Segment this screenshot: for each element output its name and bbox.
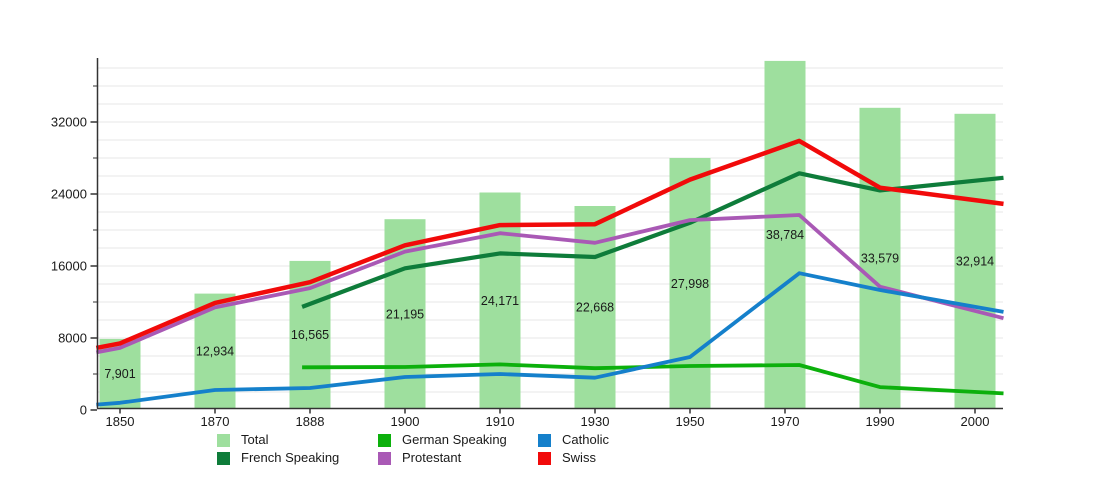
x-tick-label: 1870 [201, 414, 230, 429]
bar-value-label: 33,579 [861, 252, 899, 266]
x-tick-label: 2000 [961, 414, 990, 429]
bar-value-label: 27,998 [671, 277, 709, 291]
x-tick-label: 1950 [676, 414, 705, 429]
bar-1970 [764, 60, 806, 409]
x-tick-label: 1970 [771, 414, 800, 429]
bar-value-label: 38,784 [766, 228, 804, 242]
x-tick-label: 1910 [486, 414, 515, 429]
line-protestant [95, 213, 1004, 355]
axes: 0 8000 16000 24000 32000 1850 1870 1888 1900 1910… [51, 58, 1003, 429]
bar-2000 [954, 113, 996, 409]
y-tick-label: 8000 [58, 331, 87, 346]
line-french-speaking [301, 171, 1004, 309]
bar-value-label: 24,171 [481, 294, 519, 308]
y-tick-label: 0 [80, 403, 87, 418]
y-tick-label: 24000 [51, 187, 87, 202]
bar-value-label: 21,195 [386, 307, 424, 321]
bar-value-label: 7,901 [104, 367, 135, 381]
bar-value-label: 16,565 [291, 328, 329, 342]
x-tick-label: 1850 [106, 414, 135, 429]
y-tick-label: 32000 [51, 115, 87, 130]
x-tick-label: 1990 [866, 414, 895, 429]
line-catholic [96, 271, 1004, 407]
y-tick-label: 16000 [51, 259, 87, 274]
x-tick-label: 1888 [296, 414, 325, 429]
x-tick-label: 1930 [581, 414, 610, 429]
bar-value-label: 12,934 [196, 345, 234, 359]
bar-1990 [859, 107, 901, 409]
bar-value-label: 32,914 [956, 255, 994, 269]
bar-value-label: 22,668 [576, 301, 614, 315]
x-tick-label: 1900 [391, 414, 420, 429]
line-swiss [95, 138, 1004, 351]
